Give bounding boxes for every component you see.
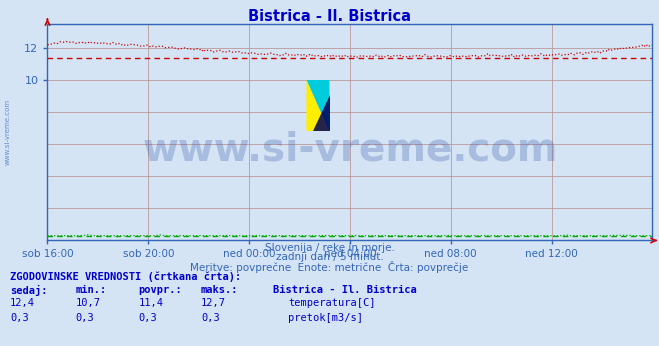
- Text: Meritve: povprečne  Enote: metrične  Črta: povprečje: Meritve: povprečne Enote: metrične Črta:…: [190, 261, 469, 273]
- Text: ZGODOVINSKE VREDNOSTI (črtkana črta):: ZGODOVINSKE VREDNOSTI (črtkana črta):: [10, 272, 241, 282]
- Text: www.si-vreme.com: www.si-vreme.com: [142, 131, 558, 169]
- Text: 12,7: 12,7: [201, 298, 226, 308]
- Text: Bistrica - Il. Bistrica: Bistrica - Il. Bistrica: [273, 285, 417, 295]
- Text: 0,3: 0,3: [76, 313, 94, 323]
- Polygon shape: [314, 95, 330, 131]
- Text: maks.:: maks.:: [201, 285, 239, 295]
- Text: povpr.:: povpr.:: [138, 285, 182, 295]
- Polygon shape: [306, 80, 330, 131]
- Text: 0,3: 0,3: [201, 313, 219, 323]
- Text: www.si-vreme.com: www.si-vreme.com: [5, 98, 11, 165]
- Text: 12,4: 12,4: [10, 298, 35, 308]
- Text: sedaj:: sedaj:: [10, 285, 47, 297]
- Text: 10,7: 10,7: [76, 298, 101, 308]
- Text: Bistrica - Il. Bistrica: Bistrica - Il. Bistrica: [248, 9, 411, 24]
- Polygon shape: [306, 80, 330, 131]
- Text: pretok[m3/s]: pretok[m3/s]: [288, 313, 363, 323]
- Text: 11,4: 11,4: [138, 298, 163, 308]
- Text: temperatura[C]: temperatura[C]: [288, 298, 376, 308]
- Text: 0,3: 0,3: [10, 313, 28, 323]
- Text: zadnji dan / 5 minut.: zadnji dan / 5 minut.: [275, 252, 384, 262]
- Text: min.:: min.:: [76, 285, 107, 295]
- Text: Slovenija / reke in morje.: Slovenija / reke in morje.: [264, 243, 395, 253]
- Text: 0,3: 0,3: [138, 313, 157, 323]
